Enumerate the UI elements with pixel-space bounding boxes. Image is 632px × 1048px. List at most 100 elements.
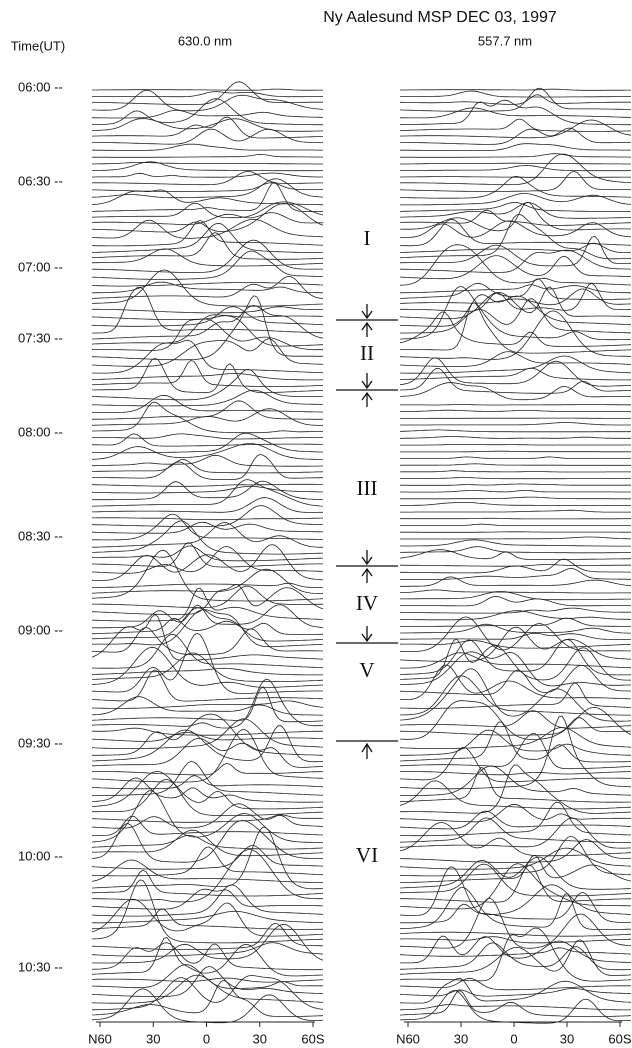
- trace: [91, 820, 323, 863]
- trace: [91, 678, 324, 729]
- trace: [399, 863, 632, 897]
- trace: [400, 539, 631, 547]
- trace: [399, 780, 632, 810]
- x-tick-label: N60: [396, 1031, 420, 1046]
- trace: [399, 817, 632, 849]
- trace: [399, 942, 631, 971]
- trace: [91, 81, 323, 105]
- trace: [91, 696, 323, 716]
- trace: [400, 249, 632, 273]
- trace: [91, 729, 324, 783]
- trace: [399, 546, 631, 554]
- trace: [400, 456, 631, 460]
- trace: [399, 429, 631, 433]
- trace: [399, 549, 632, 560]
- trace: [399, 638, 631, 681]
- trace: [400, 771, 631, 776]
- trace: [400, 483, 631, 486]
- trace: [399, 822, 632, 857]
- trace: [399, 715, 632, 790]
- trace: [92, 480, 323, 501]
- trace: [400, 558, 631, 574]
- trace: [400, 443, 631, 446]
- trace: [399, 977, 632, 1004]
- trace: [92, 454, 323, 467]
- trace: [91, 232, 324, 260]
- trace: [400, 764, 632, 814]
- trace: [91, 652, 324, 682]
- x-tick-label: 60S: [608, 1031, 631, 1046]
- trace: [400, 153, 631, 158]
- trace: [399, 351, 632, 367]
- trace: [399, 470, 631, 473]
- trace: [91, 212, 324, 225]
- trace: [91, 162, 323, 165]
- x-tick-label: 30: [560, 1031, 574, 1046]
- trace: [91, 109, 324, 119]
- trace: [400, 632, 631, 640]
- trace: [92, 762, 324, 776]
- trace: [92, 394, 324, 414]
- trace: [91, 189, 323, 206]
- trace: [91, 626, 324, 656]
- trace: [399, 302, 632, 354]
- trace: [400, 242, 631, 254]
- trace: [91, 118, 324, 132]
- trace: [399, 866, 632, 916]
- panel-label: 630.0 nm: [178, 33, 232, 48]
- trace: [91, 942, 324, 957]
- trace: [399, 118, 631, 132]
- trace: [399, 607, 631, 614]
- trace: [400, 284, 632, 294]
- trace: [400, 489, 631, 493]
- trace: [400, 298, 631, 334]
- trace: [92, 239, 323, 274]
- trace: [91, 879, 324, 944]
- time-tick-label: 06:30 --: [18, 173, 63, 188]
- trace: [91, 908, 324, 930]
- trace: [92, 727, 324, 736]
- trace: [399, 727, 632, 749]
- trace: [91, 669, 324, 702]
- trace: [400, 88, 631, 91]
- trace: [399, 989, 632, 1024]
- trace: [91, 357, 324, 394]
- trace: [399, 766, 632, 803]
- time-tick-label: 08:00 --: [18, 424, 63, 439]
- trace: [92, 172, 323, 178]
- trace: [91, 372, 324, 381]
- trace: [399, 357, 632, 387]
- trace: [92, 667, 324, 676]
- trace: [400, 282, 631, 312]
- trace: [91, 89, 324, 112]
- trace: [399, 244, 632, 286]
- trace: [91, 546, 324, 574]
- region-label: IV: [356, 591, 378, 615]
- trace: [91, 339, 324, 374]
- trace: [91, 869, 324, 897]
- trace: [399, 567, 631, 580]
- trace: [91, 770, 324, 810]
- trace: [91, 338, 324, 367]
- x-tick-label: N60: [88, 1031, 112, 1046]
- trace: [400, 589, 632, 594]
- trace: [399, 931, 632, 937]
- title: Ny Aalesund MSP DEC 03, 1997: [323, 9, 557, 26]
- trace: [400, 127, 631, 145]
- trace: [91, 845, 324, 870]
- trace: [399, 803, 631, 823]
- trace: [399, 463, 631, 466]
- trace: [91, 725, 324, 763]
- trace: [399, 664, 632, 701]
- trace: [92, 522, 323, 548]
- trace: [91, 718, 324, 749]
- trace: [399, 817, 631, 843]
- trace: [92, 98, 323, 126]
- trace: [399, 107, 632, 119]
- trace: [92, 585, 323, 608]
- trace: [399, 355, 632, 374]
- trace: [91, 389, 324, 407]
- trace: [399, 988, 632, 997]
- trace: [92, 432, 324, 454]
- trace: [91, 646, 324, 688]
